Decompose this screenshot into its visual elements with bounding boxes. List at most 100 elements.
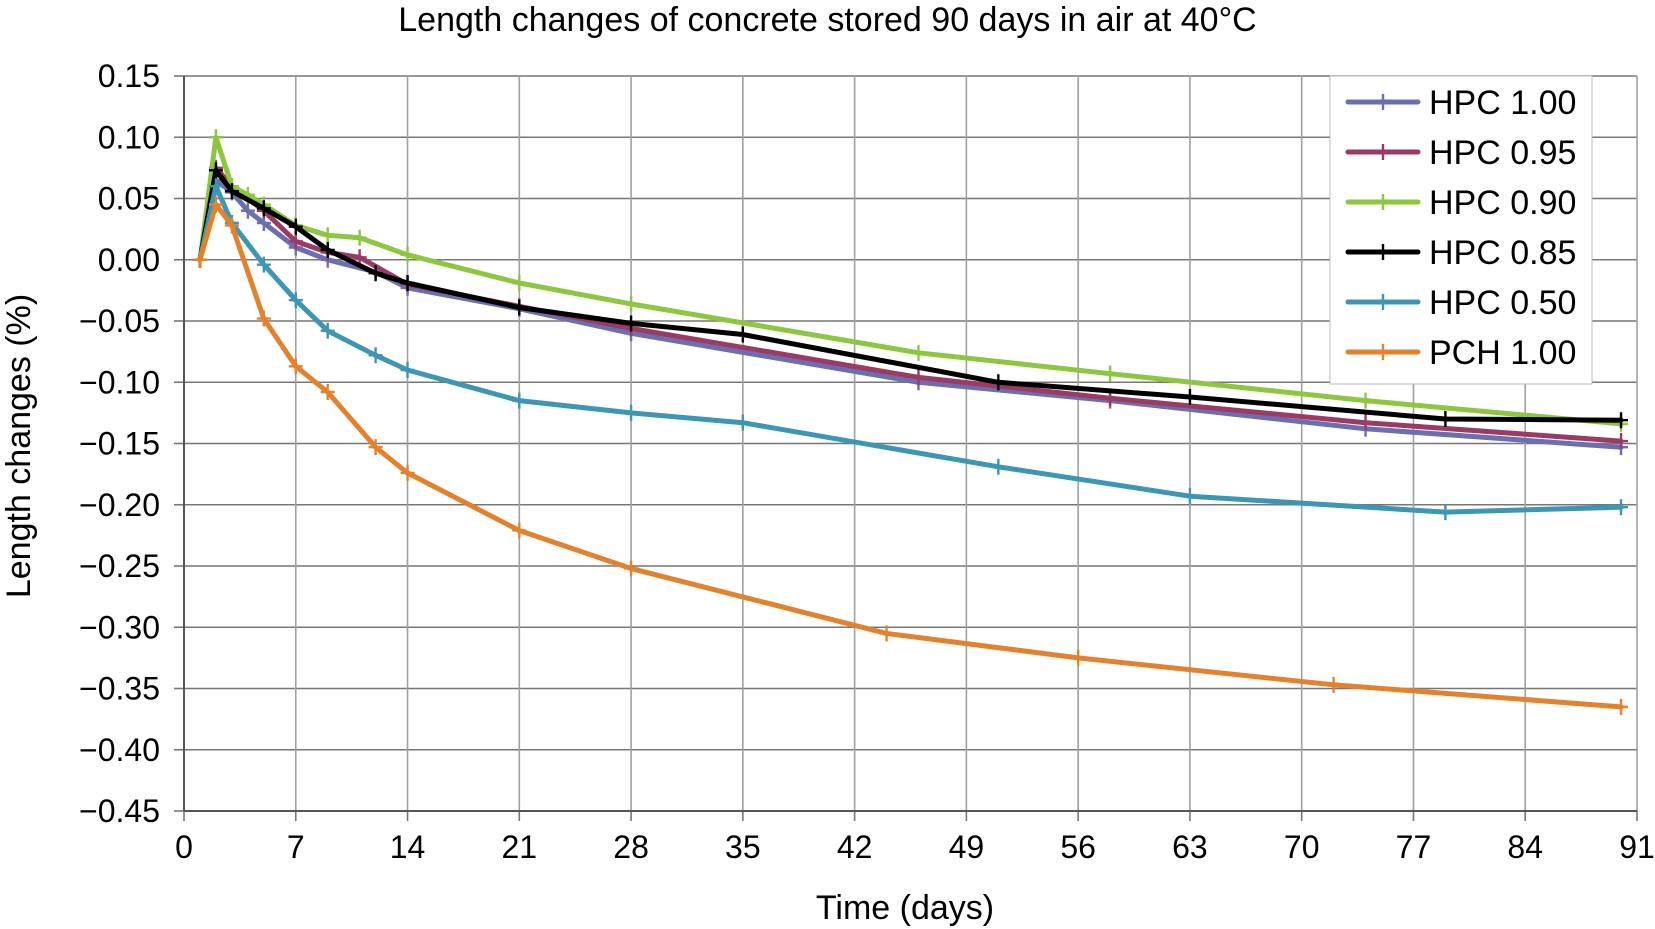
legend-marker-hpc-0-50 <box>1376 294 1390 310</box>
x-tick-label: 63 <box>1172 829 1208 865</box>
data-point-hpc-0-85 <box>224 183 239 200</box>
data-point-pch-1-00 <box>256 310 271 327</box>
data-point-pch-1-00 <box>1071 649 1086 666</box>
data-point-hpc-1-00 <box>240 202 255 219</box>
y-tick-label: −0.30 <box>79 609 160 645</box>
data-point-hpc-0-85 <box>624 315 639 332</box>
y-tick-label: −0.45 <box>79 793 160 829</box>
tick-labels: 0.15 0.10 0.05 0.00 −0.05 −0.10 −0.15 −0.20 −0.2… <box>79 58 1655 865</box>
data-point-hpc-0-90 <box>1358 392 1373 409</box>
data-point-hpc-0-50 <box>1614 499 1629 516</box>
y-tick-label: −0.25 <box>79 548 160 584</box>
data-point-hpc-0-95 <box>911 369 926 386</box>
legend-marker-hpc-0-90 <box>1376 194 1390 210</box>
data-point-hpc-0-90 <box>512 275 527 292</box>
data-point-hpc-0-95 <box>1358 414 1373 431</box>
data-point-hpc-0-85 <box>208 162 223 179</box>
data-point-pch-1-00 <box>1614 698 1629 715</box>
legend-marker-hpc-0-85 <box>1376 244 1390 260</box>
x-tick-label: 0 <box>175 829 193 865</box>
data-point-hpc-0-85 <box>1182 388 1197 405</box>
y-tick-label: 0.05 <box>98 181 160 217</box>
data-point-pch-1-00 <box>224 217 239 234</box>
data-point-hpc-0-90 <box>320 227 335 244</box>
y-tick-label: 0.00 <box>98 242 160 278</box>
legend-label-hpc-0-90: HPC 0.90 <box>1429 184 1576 222</box>
data-point-hpc-0-50 <box>624 404 639 421</box>
data-point-hpc-0-50 <box>288 292 303 309</box>
data-point-hpc-0-85 <box>368 265 383 282</box>
data-point-pch-1-00 <box>192 251 207 268</box>
data-point-hpc-0-85 <box>400 275 415 292</box>
data-point-hpc-0-95 <box>288 233 303 250</box>
data-point-hpc-0-50 <box>735 414 750 431</box>
data-point-pch-1-00 <box>400 464 415 481</box>
y-tick-label: −0.20 <box>79 487 160 523</box>
legend: HPC 1.00 HPC 0.95 HPC 0.90 HPC 0.85 HPC 0.50… <box>1329 75 1593 385</box>
x-tick-label: 56 <box>1060 829 1096 865</box>
x-tick-label: 77 <box>1396 829 1432 865</box>
legend-label-hpc-0-95: HPC 0.95 <box>1429 134 1576 172</box>
series-line-pch-1-00 <box>197 202 1624 710</box>
data-point-pch-1-00 <box>368 439 383 456</box>
y-tick-label: 0.10 <box>98 119 160 155</box>
data-point-hpc-0-85 <box>991 374 1006 391</box>
data-point-pch-1-00 <box>320 384 335 401</box>
data-point-pch-1-00 <box>208 196 223 213</box>
data-point-hpc-0-90 <box>352 229 367 246</box>
data-point-pch-1-00 <box>624 560 639 577</box>
data-point-pch-1-00 <box>879 625 894 642</box>
data-point-hpc-0-90 <box>400 246 415 263</box>
data-point-hpc-0-50 <box>320 322 335 339</box>
data-point-hpc-0-90 <box>911 344 926 361</box>
data-point-hpc-0-85 <box>512 299 527 316</box>
x-axis-title: Time (days) <box>816 889 994 927</box>
axes <box>174 75 1638 821</box>
data-point-hpc-0-50 <box>400 362 415 378</box>
legend-marker-pch-1-00 <box>1376 344 1390 360</box>
x-tick-label: 7 <box>287 829 305 865</box>
data-point-hpc-0-85 <box>288 218 303 235</box>
data-point-hpc-0-95 <box>352 249 367 266</box>
data-point-hpc-0-85 <box>1438 411 1453 427</box>
data-point-hpc-0-50 <box>1182 488 1197 505</box>
legend-label-hpc-0-85: HPC 0.85 <box>1429 234 1576 272</box>
data-point-hpc-0-50 <box>1438 504 1453 521</box>
data-point-pch-1-00 <box>288 358 303 375</box>
data-point-hpc-0-85 <box>735 326 750 343</box>
data-point-hpc-0-50 <box>208 178 223 195</box>
y-tick-label: 0.15 <box>98 58 160 94</box>
legend-marker-hpc-1-00 <box>1376 94 1390 110</box>
y-tick-label: −0.15 <box>79 426 160 462</box>
data-point-hpc-0-90 <box>208 129 223 146</box>
x-tick-label: 14 <box>390 829 426 865</box>
y-tick-label: −0.05 <box>79 303 160 339</box>
data-point-hpc-0-50 <box>256 256 271 273</box>
x-tick-label: 70 <box>1284 829 1320 865</box>
legend-label-hpc-1-00: HPC 1.00 <box>1429 84 1576 122</box>
data-point-hpc-0-90 <box>624 295 639 312</box>
x-tick-label: 42 <box>837 829 873 865</box>
data-point-hpc-0-85 <box>256 200 271 217</box>
data-point-hpc-0-50 <box>368 347 383 364</box>
x-tick-label: 49 <box>949 829 985 865</box>
data-point-hpc-0-50 <box>991 458 1006 475</box>
x-tick-label: 21 <box>502 829 538 865</box>
y-tick-label: −0.40 <box>79 732 160 768</box>
legend-marker-hpc-0-95 <box>1376 144 1390 160</box>
legend-label-pch-1-00: PCH 1.00 <box>1429 334 1576 372</box>
x-tick-label: 91 <box>1619 829 1655 865</box>
y-axis-title: Length changes (%) <box>0 294 38 598</box>
data-point-hpc-0-95 <box>1614 433 1629 450</box>
data-point-hpc-0-85 <box>320 241 335 258</box>
legend-box <box>1329 75 1593 385</box>
x-tick-label: 84 <box>1507 829 1543 865</box>
data-point-hpc-0-90 <box>1103 365 1118 382</box>
chart-title: Length changes of concrete stored 90 day… <box>398 1 1257 39</box>
data-point-pch-1-00 <box>512 522 527 539</box>
data-point-hpc-0-50 <box>512 392 527 409</box>
legend-label-hpc-0-50: HPC 0.50 <box>1429 284 1576 322</box>
y-tick-label: −0.35 <box>79 671 160 707</box>
data-point-pch-1-00 <box>1326 676 1341 693</box>
